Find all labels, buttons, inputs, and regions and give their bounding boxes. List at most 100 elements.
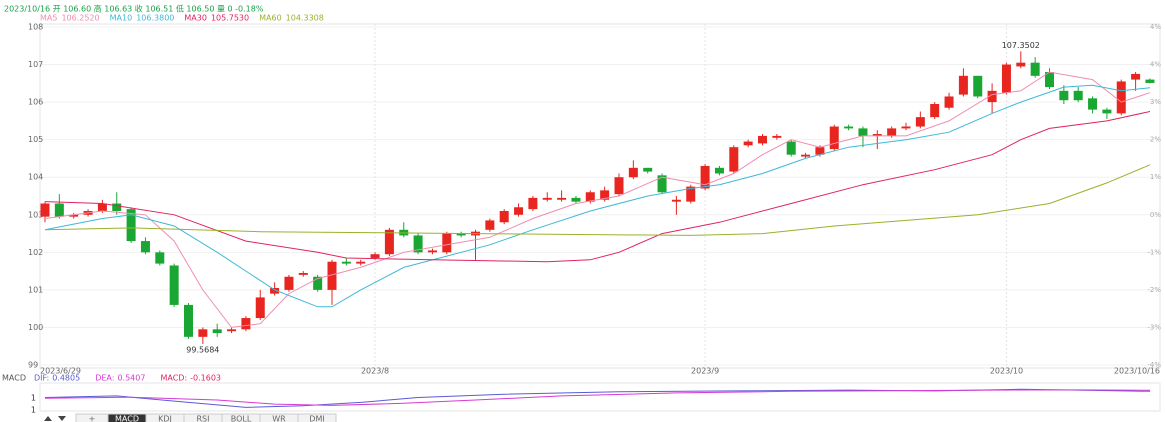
- candle-body: [69, 214, 79, 217]
- legend-name: MA10: [110, 14, 133, 23]
- y-tick-label: 99: [28, 361, 38, 370]
- ma-line: [44, 164, 1151, 236]
- candle-body: [241, 318, 251, 330]
- candle-body: [140, 241, 150, 253]
- ma-line: [44, 84, 1151, 308]
- ma-line: [44, 111, 1151, 263]
- x-tick-label: 2023/10: [990, 367, 1023, 376]
- candle-body: [1131, 73, 1141, 80]
- tab-label[interactable]: RSI: [197, 415, 210, 422]
- macd-line: [44, 389, 1151, 406]
- candle-body: [930, 103, 940, 118]
- macd-legend-name: DIF:: [34, 374, 49, 383]
- candle-body: [829, 126, 839, 150]
- macd-title: MACD: [2, 374, 26, 383]
- candle-body: [1102, 109, 1112, 114]
- candle-body: [714, 167, 724, 174]
- candle-body: [657, 175, 667, 193]
- plot-frame: [39, 23, 1161, 369]
- candle-body: [54, 203, 64, 217]
- x-tick-label: 2023/8: [361, 367, 389, 376]
- macd-legend-value: -0.1603: [190, 374, 221, 383]
- y-tick-label: 100: [28, 323, 43, 332]
- y2-tick-label: 4%: [1150, 23, 1161, 31]
- tab-label[interactable]: DMI: [309, 415, 324, 422]
- y-tick-label: 106: [28, 98, 43, 107]
- tab-label[interactable]: KDJ: [158, 415, 172, 422]
- candle-body: [255, 297, 265, 319]
- macd-legend-value: 0.5407: [117, 374, 145, 383]
- y2-tick-label: 1%: [1150, 173, 1161, 181]
- tab-label[interactable]: +: [89, 415, 96, 422]
- candle-body: [671, 199, 681, 202]
- candle-body: [628, 167, 638, 178]
- candle-body: [155, 252, 165, 264]
- candle-body: [786, 141, 796, 155]
- candle-body: [442, 233, 452, 253]
- candle-body: [1045, 72, 1054, 88]
- candle-body: [600, 190, 610, 200]
- candle-body: [112, 203, 122, 212]
- candle-body: [758, 135, 767, 144]
- y-tick-label: 101: [28, 285, 43, 294]
- candle-body: [901, 126, 911, 129]
- candle-body: [456, 233, 466, 236]
- candle-body: [958, 75, 968, 95]
- ohlc-info: 2023/10/16 开 106.60 高 106.63 收 106.51 低 …: [4, 4, 264, 14]
- candle-body: [1001, 64, 1011, 93]
- macd-legend-name: MACD:: [160, 374, 187, 383]
- candle-body: [514, 207, 524, 215]
- candle-body: [915, 117, 925, 127]
- macd-frame: [39, 382, 1161, 412]
- candle-body: [1059, 90, 1069, 101]
- annotation: 99.5684: [186, 345, 219, 354]
- candle-body: [284, 276, 294, 290]
- y-tick-label: 102: [28, 248, 43, 257]
- legend-name: MA60: [259, 14, 282, 23]
- candle-body: [126, 209, 136, 242]
- ma-line: [44, 71, 1151, 328]
- legend-value: 106.3800: [136, 14, 174, 23]
- y-tick-label: 107: [28, 60, 43, 69]
- candle-body: [1088, 98, 1098, 110]
- legend-value: 104.3308: [286, 14, 324, 23]
- y2-tick-label: 3%: [1150, 98, 1161, 106]
- candle-body: [413, 235, 423, 253]
- y2-tick-label: -4%: [1147, 361, 1161, 369]
- y2-tick-label: 0%: [1150, 211, 1161, 219]
- y2-tick-label: 2%: [1150, 136, 1161, 144]
- candle-body: [815, 147, 825, 155]
- candle-body: [887, 128, 897, 136]
- candle-body: [557, 197, 567, 200]
- candle-body: [614, 177, 624, 195]
- tab[interactable]: [297, 413, 337, 422]
- candle-body: [542, 197, 552, 200]
- legend-value: 106.2520: [61, 14, 99, 23]
- candle-body: [427, 250, 437, 253]
- macd-axis-label: 1: [31, 406, 36, 415]
- candle-body: [227, 329, 237, 332]
- candle-body: [1116, 81, 1126, 114]
- candle-body: [944, 96, 954, 108]
- legend-value: 105.7530: [211, 14, 249, 23]
- macd-axis-label: 1: [31, 394, 36, 403]
- candle-body: [327, 261, 337, 290]
- candle-body: [571, 197, 581, 202]
- scroll-arrows[interactable]: [44, 416, 66, 421]
- candle-body: [384, 229, 394, 255]
- macd-legend-name: DEA:: [95, 374, 114, 383]
- y-tick-label: 108: [28, 23, 43, 32]
- candle-body: [485, 220, 495, 230]
- tab-label[interactable]: BOLL: [231, 415, 252, 422]
- candle-body: [40, 203, 50, 217]
- tab-label[interactable]: MACD: [115, 415, 139, 422]
- candle-body: [700, 165, 710, 189]
- candle-body: [844, 126, 854, 129]
- annotation: 107.3502: [1002, 41, 1040, 50]
- candle-body: [212, 329, 222, 334]
- legend-name: MA30: [184, 14, 207, 23]
- candle-body: [97, 203, 107, 212]
- tab-label[interactable]: WR: [272, 415, 286, 422]
